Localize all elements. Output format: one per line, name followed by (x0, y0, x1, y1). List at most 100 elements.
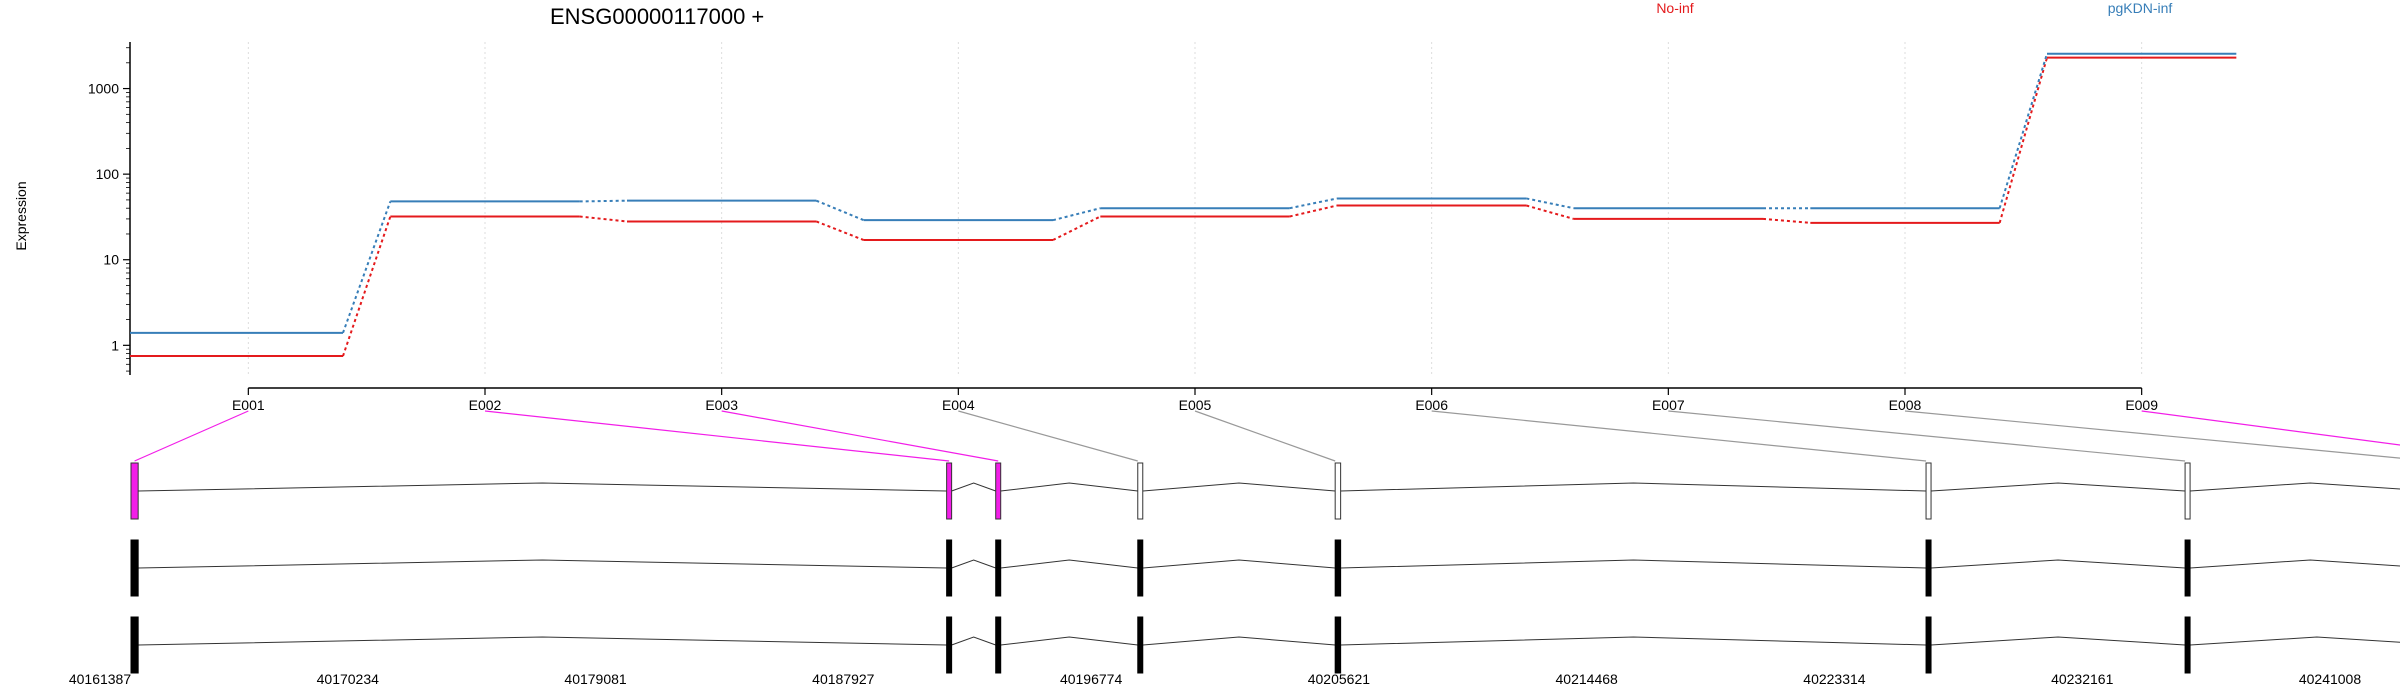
chart-title: ENSG00000117000 + (550, 4, 764, 29)
y-axis-label: Expression (13, 181, 29, 250)
exon-e002 (946, 539, 953, 597)
intron (951, 559, 996, 569)
exon-e004 (1137, 616, 1144, 674)
exon-e001 (130, 616, 139, 674)
series-layer (130, 52, 2237, 358)
data-connector (342, 216, 392, 357)
data-connector (1998, 57, 2048, 224)
x-tick-label: E005 (1179, 397, 1212, 413)
exon-e003 (995, 616, 1002, 674)
legend: No-inf pgKDN-inf (1656, 0, 2172, 16)
x-tick-label: E001 (232, 397, 265, 413)
legend-entry-no-inf: No-inf (1656, 0, 1693, 16)
exon-e007 (2184, 462, 2191, 520)
data-connector (579, 199, 628, 203)
coordinate-label: 40241008 (2299, 671, 2362, 687)
data-connector (815, 199, 865, 222)
intron (1142, 559, 1336, 569)
x-tick-label: E004 (942, 397, 975, 413)
exon-e005 (1334, 539, 1342, 597)
exon-connector (721, 410, 999, 462)
coordinate-label: 40214468 (1556, 671, 1619, 687)
data-connector (342, 201, 392, 334)
exon-e003 (995, 539, 1002, 597)
exon-e003 (995, 462, 1002, 520)
y-tick-label: 1 (111, 337, 119, 353)
intron (1340, 482, 1927, 492)
exon-connector (1904, 410, 2400, 459)
series-pgkdn-inf (130, 52, 2237, 334)
coordinate-label: 40232161 (2051, 671, 2114, 687)
transcript-2 (130, 616, 2400, 674)
intron (138, 482, 947, 492)
exon-e006 (1925, 462, 1932, 520)
exon-e002 (946, 616, 953, 674)
data-connector (1998, 53, 2048, 209)
exon-e007 (2184, 539, 2191, 597)
y-axis: 1 10 100 1000 (88, 42, 131, 375)
coordinate-label: 40205621 (1308, 671, 1371, 687)
genomic-coordinate-axis: 40161387 40170234 40179081 40187927 40196774… (69, 671, 2362, 687)
data-connector (1289, 204, 1338, 218)
data-connector (1762, 217, 1811, 224)
intron (138, 636, 947, 646)
data-connector (815, 220, 865, 241)
coordinate-label: 40170234 (317, 671, 380, 687)
data-connector (1526, 204, 1574, 220)
intron (2190, 482, 2400, 492)
x-tick-label: E002 (469, 397, 502, 413)
intron (2190, 559, 2400, 569)
exon-e001 (130, 462, 139, 520)
exon-e005 (1334, 616, 1342, 674)
exon-connector (1431, 410, 1927, 462)
exon-connector (1194, 410, 1336, 462)
intron (1931, 559, 2186, 569)
series-no-inf (130, 56, 2237, 358)
y-tick-label: 10 (103, 252, 119, 268)
y-tick-label: 1000 (88, 81, 119, 97)
intron (951, 482, 996, 492)
x-tick-label: E006 (1415, 397, 1448, 413)
intron (1142, 636, 1336, 646)
coordinate-label: 40179081 (564, 671, 627, 687)
coordinate-label: 40187927 (812, 671, 875, 687)
x-axis: E001 E002 E003 E004 E005 E006 E007 E008 E009 (232, 387, 2158, 413)
exon-e002 (946, 462, 953, 520)
intron (1931, 636, 2186, 646)
intron (1000, 636, 1138, 646)
x-tick-label: E007 (1652, 397, 1685, 413)
x-tick-label: E003 (705, 397, 738, 413)
data-connector (1052, 215, 1101, 241)
legend-entry-pgkdn-inf: pgKDN-inf (2108, 0, 2173, 16)
exon-e005 (1334, 462, 1342, 520)
x-tick-label: E008 (1889, 397, 1922, 413)
exon-connector (958, 410, 1138, 462)
intron (1340, 559, 1927, 569)
intron (2190, 636, 2400, 646)
x-tick-label: E009 (2125, 397, 2158, 413)
exon-e006 (1925, 616, 1932, 674)
exon-e006 (1925, 539, 1932, 597)
coordinate-label: 40223314 (1803, 671, 1866, 687)
exon-connector (484, 410, 950, 462)
data-connector (1289, 197, 1338, 210)
intron (138, 559, 947, 569)
data-connector (579, 215, 628, 223)
exon-connector (2141, 410, 2400, 446)
intron (1340, 636, 1927, 646)
transcript-1 (130, 539, 2400, 597)
intron (1000, 559, 1138, 569)
data-connector (1526, 197, 1574, 210)
exon-connectors (134, 410, 2400, 462)
exon-connector (134, 410, 249, 462)
y-tick-label: 100 (96, 166, 120, 182)
coordinate-label: 40161387 (69, 671, 132, 687)
exon-e007 (2184, 616, 2191, 674)
exon-summary-track (130, 462, 2400, 520)
intron (1931, 482, 2186, 492)
intron (1142, 482, 1336, 492)
exon-e001 (130, 539, 139, 597)
coordinate-label: 40196774 (1060, 671, 1123, 687)
data-connector (1052, 207, 1101, 222)
